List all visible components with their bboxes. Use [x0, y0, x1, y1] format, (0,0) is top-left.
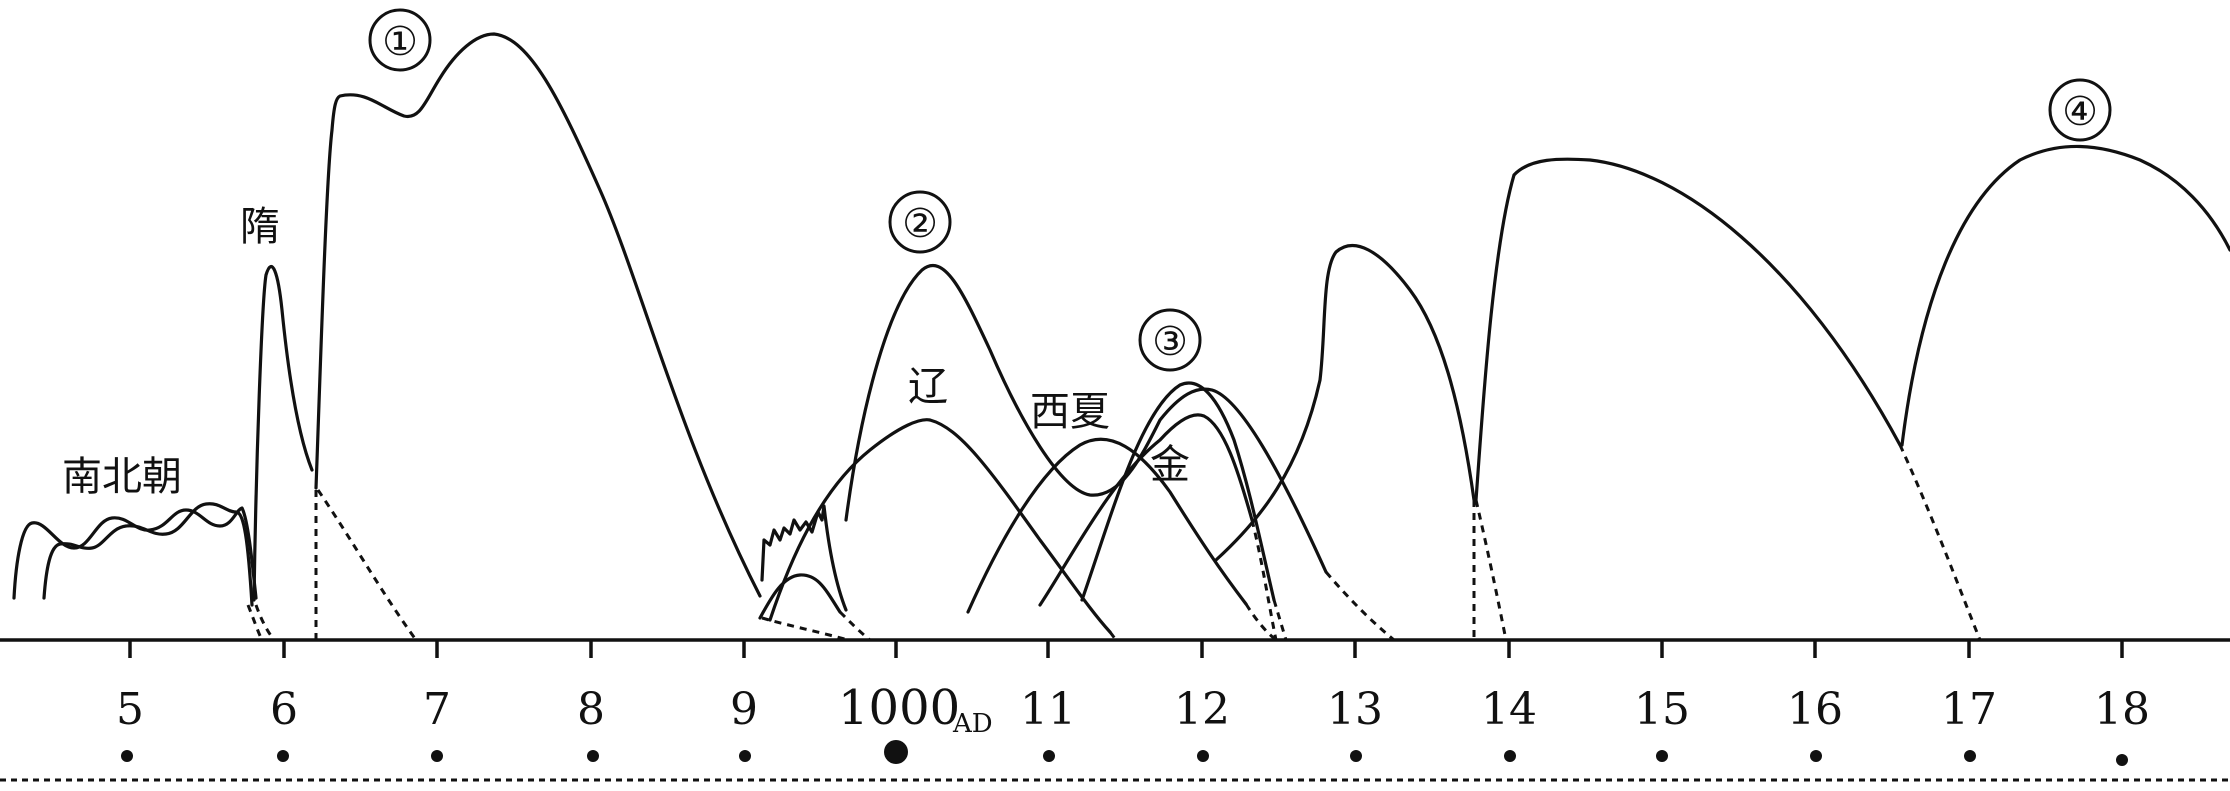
- ming-tail: [1474, 499, 1508, 641]
- dot-8: [587, 750, 599, 762]
- tick-label-18: 18: [2094, 684, 2150, 735]
- tick-label-9: 9: [730, 684, 758, 735]
- sui-curve: [252, 265, 314, 602]
- label-jin: 金: [1150, 442, 1190, 488]
- tick-label-7: 7: [423, 684, 451, 735]
- tick-label-12: 12: [1174, 684, 1230, 735]
- dot-6: [277, 750, 289, 762]
- nanbeichao-decline-b: [254, 604, 276, 641]
- peak-marker-2: ②: [888, 190, 952, 254]
- nansong-curve: [1214, 243, 1476, 562]
- dot-17: [1964, 750, 1976, 762]
- dot-14: [1504, 750, 1516, 762]
- dot-1000-large: [884, 740, 908, 764]
- wudai-tail-b: [838, 610, 871, 642]
- peak-marker-3: ③: [1138, 308, 1202, 372]
- wudai-small-curve: [758, 573, 842, 620]
- svg-text:①: ①: [382, 19, 418, 65]
- liao-curve: [768, 418, 1112, 634]
- tick-label-6: 6: [270, 684, 298, 735]
- svg-text:④: ④: [2062, 89, 2098, 135]
- jin-lower-curve: [1038, 413, 1254, 607]
- ming-tail-b: [1898, 444, 1982, 641]
- dot-7: [431, 750, 443, 762]
- peak-marker-1: ①: [368, 8, 432, 72]
- xixia-curve: [966, 437, 1248, 614]
- nanbeichao-curve-b: [42, 502, 254, 607]
- dot-12: [1197, 750, 1209, 762]
- tick-label-13: 13: [1327, 684, 1383, 735]
- axis-tick-labels: 5 6 7 8 9 1000 AD 11 12 13 14 15 16 17 1…: [116, 680, 2150, 739]
- dot-13: [1350, 750, 1362, 762]
- dot-18: [2116, 754, 2128, 766]
- ming-curve: [1474, 157, 1902, 502]
- wudai-tail-a: [761, 616, 849, 642]
- jin-tail-a: [1272, 599, 1288, 641]
- tick-label-14: 14: [1481, 684, 1537, 735]
- label-nanbeichao: 南北朝: [62, 454, 182, 500]
- tang-curve: [314, 32, 762, 598]
- wudai-jagged-curve: [760, 504, 848, 612]
- tick-label-8: 8: [577, 684, 605, 735]
- qing-curve: [1900, 144, 2230, 447]
- song-tail: [1324, 571, 1395, 642]
- nanbeichao-decline-a: [246, 604, 264, 641]
- liao-tail: [1108, 631, 1118, 641]
- dot-15: [1656, 750, 1668, 762]
- peak-marker-4: ④: [2048, 78, 2112, 142]
- label-sui: 隋: [240, 204, 280, 250]
- svg-text:②: ②: [902, 201, 938, 247]
- dot-5: [121, 750, 133, 762]
- label-xixia: 西夏: [1030, 389, 1110, 435]
- dot-16: [1810, 750, 1822, 762]
- xixia-tail: [1244, 603, 1277, 642]
- century-dots: [121, 740, 2128, 766]
- tick-label-16: 16: [1787, 684, 1843, 735]
- jin-tail-b: [1250, 519, 1278, 641]
- tick-label-15: 15: [1634, 684, 1690, 735]
- tang-tail: [316, 489, 418, 641]
- tick-label-5: 5: [116, 684, 144, 735]
- axis-ticks: [128, 640, 2124, 658]
- svg-text:③: ③: [1152, 319, 1188, 365]
- dot-9: [739, 750, 751, 762]
- tick-label-11: 11: [1020, 684, 1076, 735]
- tick-label-1000: 1000: [838, 680, 960, 736]
- jin-upper-curve: [1080, 381, 1276, 602]
- tick-label-ad: AD: [952, 709, 993, 739]
- tick-label-17: 17: [1941, 684, 1997, 735]
- label-liao: 辽: [908, 364, 948, 410]
- song-curve: [844, 263, 1328, 574]
- dot-11: [1043, 750, 1055, 762]
